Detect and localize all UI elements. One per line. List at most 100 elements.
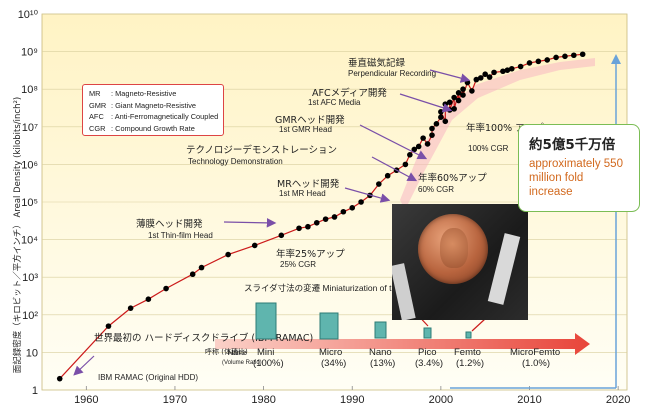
slider-nano-image xyxy=(374,321,387,339)
data-point xyxy=(145,296,152,302)
legend-abbr: AFC xyxy=(89,112,104,122)
penny-and-heads-photo xyxy=(392,204,528,320)
x-tick-label: 1990 xyxy=(340,394,364,406)
annotation-ramac-jp: 世界最初の ハードディスクドライブ (IBM RAMAC) xyxy=(94,332,313,344)
y-axis-label: 面記録密度（キロビット／平方インチ） Areal Density (kilobi… xyxy=(12,97,23,373)
slider-microfemto-ratio: (1.0%) xyxy=(522,358,550,369)
data-point xyxy=(358,199,364,205)
slider-micro-name: Micro xyxy=(319,347,342,358)
head-arm-left xyxy=(392,263,416,320)
data-point xyxy=(376,181,382,187)
data-point xyxy=(469,88,475,94)
annotation-perpendicular: 垂直磁気記録 Perpendicular Recording xyxy=(348,57,471,83)
data-point xyxy=(278,232,285,239)
slider-femto-name: Femto xyxy=(454,347,481,358)
data-point xyxy=(105,323,112,329)
slider-title: スライダ寸法の変遷 Miniaturization of the read/wr… xyxy=(244,283,508,293)
data-point xyxy=(305,223,311,230)
callout-en: approximately 550 million fold increase xyxy=(529,158,623,198)
x-tick-label: 1970 xyxy=(163,394,187,406)
annotation-cgr25-jp: 年率25%アップ xyxy=(276,248,345,260)
data-point xyxy=(500,68,506,75)
data-point xyxy=(455,90,462,96)
y-tick-label: 10² xyxy=(22,310,38,322)
legend-text: Magneto-Resistive xyxy=(115,89,177,98)
annotation-perpendicular-en: Perpendicular Recording xyxy=(348,69,436,78)
data-point xyxy=(477,75,484,81)
legend-text: Compound Growth Rate xyxy=(115,123,195,133)
data-point xyxy=(438,109,444,115)
y-tick-label: 10⁹ xyxy=(21,47,38,59)
legend-abbr: CGR xyxy=(89,123,106,133)
x-tick-label: 1960 xyxy=(74,394,98,406)
annotation-cgr25: 年率25%アップ 25% CGR xyxy=(276,248,345,269)
data-point xyxy=(571,52,577,59)
slider-femto-ratio: (1.2%) xyxy=(456,358,484,369)
y-tick-label: 10 xyxy=(26,347,38,359)
penny-image xyxy=(418,214,488,284)
data-point xyxy=(198,264,205,271)
data-point xyxy=(517,63,524,70)
annotation-gmr: GMRヘッド開発 1st GMR Head xyxy=(275,114,428,160)
head-arm-right xyxy=(487,233,521,305)
slider-head-name: Name xyxy=(228,350,247,357)
y-tick-label: 10⁴ xyxy=(21,235,38,247)
y-tick-label: 10⁷ xyxy=(22,122,38,134)
y-axis-label-text: 面記録密度（キロビット／平方インチ） Areal Density (kilobi… xyxy=(12,97,23,373)
y-tick-label: 10³ xyxy=(22,272,38,284)
data-point xyxy=(491,69,497,76)
annotation-mr-en: 1st MR Head xyxy=(279,189,326,198)
y-tick-label: 10¹⁰ xyxy=(18,9,39,21)
data-point xyxy=(420,135,426,141)
y-tick-label: 10⁵ xyxy=(21,197,38,209)
legend-abbr: GMR xyxy=(89,100,107,110)
slider-nano-ratio: (13%) xyxy=(370,358,395,369)
data-points xyxy=(56,51,586,382)
data-point xyxy=(296,225,302,232)
data-point xyxy=(451,106,457,112)
annotation-cgr100-en: 100% CGR xyxy=(468,144,509,153)
data-point xyxy=(562,53,568,60)
legend-text: Giant Magneto-Resistive xyxy=(115,100,197,110)
slider-mini-ratio: (100%) xyxy=(253,358,284,369)
annotation-techdemo: テクノロジーデモンストレーション Technology Demonstratio… xyxy=(186,144,418,182)
legend-row-gmr: GMR: Giant Magneto-Resistive xyxy=(89,100,197,110)
data-point xyxy=(189,271,196,278)
slider-microfemto-name: MicroFemto xyxy=(510,347,560,358)
x-tick-label: 2010 xyxy=(517,394,541,406)
data-point xyxy=(508,65,515,72)
data-point xyxy=(402,161,409,168)
data-point xyxy=(460,86,466,92)
x-tick-label: 2000 xyxy=(429,394,453,406)
y-tick-labels: 1 10 10² 10³ 10⁴ 10⁵ 10⁶ 10⁷ 10⁸ 10⁹ 10¹⁰ xyxy=(18,9,39,397)
data-point xyxy=(313,219,320,226)
data-point xyxy=(544,57,551,63)
annotation-techdemo-en: Technology Demonstration xyxy=(188,157,283,166)
data-point xyxy=(482,71,488,78)
data-point xyxy=(486,74,493,80)
annotation-mr-jp: MRヘッド開発 xyxy=(277,178,340,190)
annotation-gmr-en: 1st GMR Head xyxy=(279,125,332,134)
slider-micro-ratio: (34%) xyxy=(321,358,346,369)
slider-mini-name: Mini xyxy=(257,347,274,358)
legend-row-afc: AFC: Anti-Ferromagnetically Coupled xyxy=(89,112,219,122)
abbreviation-legend: MR: Magneto-Resistive GMR: Giant Magneto… xyxy=(82,84,224,136)
data-point xyxy=(438,114,444,121)
slider-pico-image xyxy=(423,327,432,339)
data-point xyxy=(526,60,533,66)
data-point xyxy=(331,214,338,220)
data-point xyxy=(455,97,462,104)
annotation-thinfilm-en: 1st Thin-film Head xyxy=(148,231,213,240)
data-point xyxy=(225,251,231,258)
slider-labels: Mini (100%) Micro (34%) Nano (13%) Pico … xyxy=(253,347,560,369)
data-point xyxy=(535,58,542,65)
annotation-afc-en: 1st AFC Media xyxy=(308,98,361,107)
data-point xyxy=(429,132,435,138)
slider-pico-name: Pico xyxy=(418,347,436,358)
slider-femto-image xyxy=(465,331,472,339)
data-point xyxy=(460,92,466,98)
slider-nano-name: Nano xyxy=(369,347,392,358)
annotation-thinfilm-jp: 薄膜ヘッド開発 xyxy=(136,218,203,230)
legend-text: Anti-Ferromagnetically Coupled xyxy=(114,112,219,122)
data-point xyxy=(504,67,511,74)
